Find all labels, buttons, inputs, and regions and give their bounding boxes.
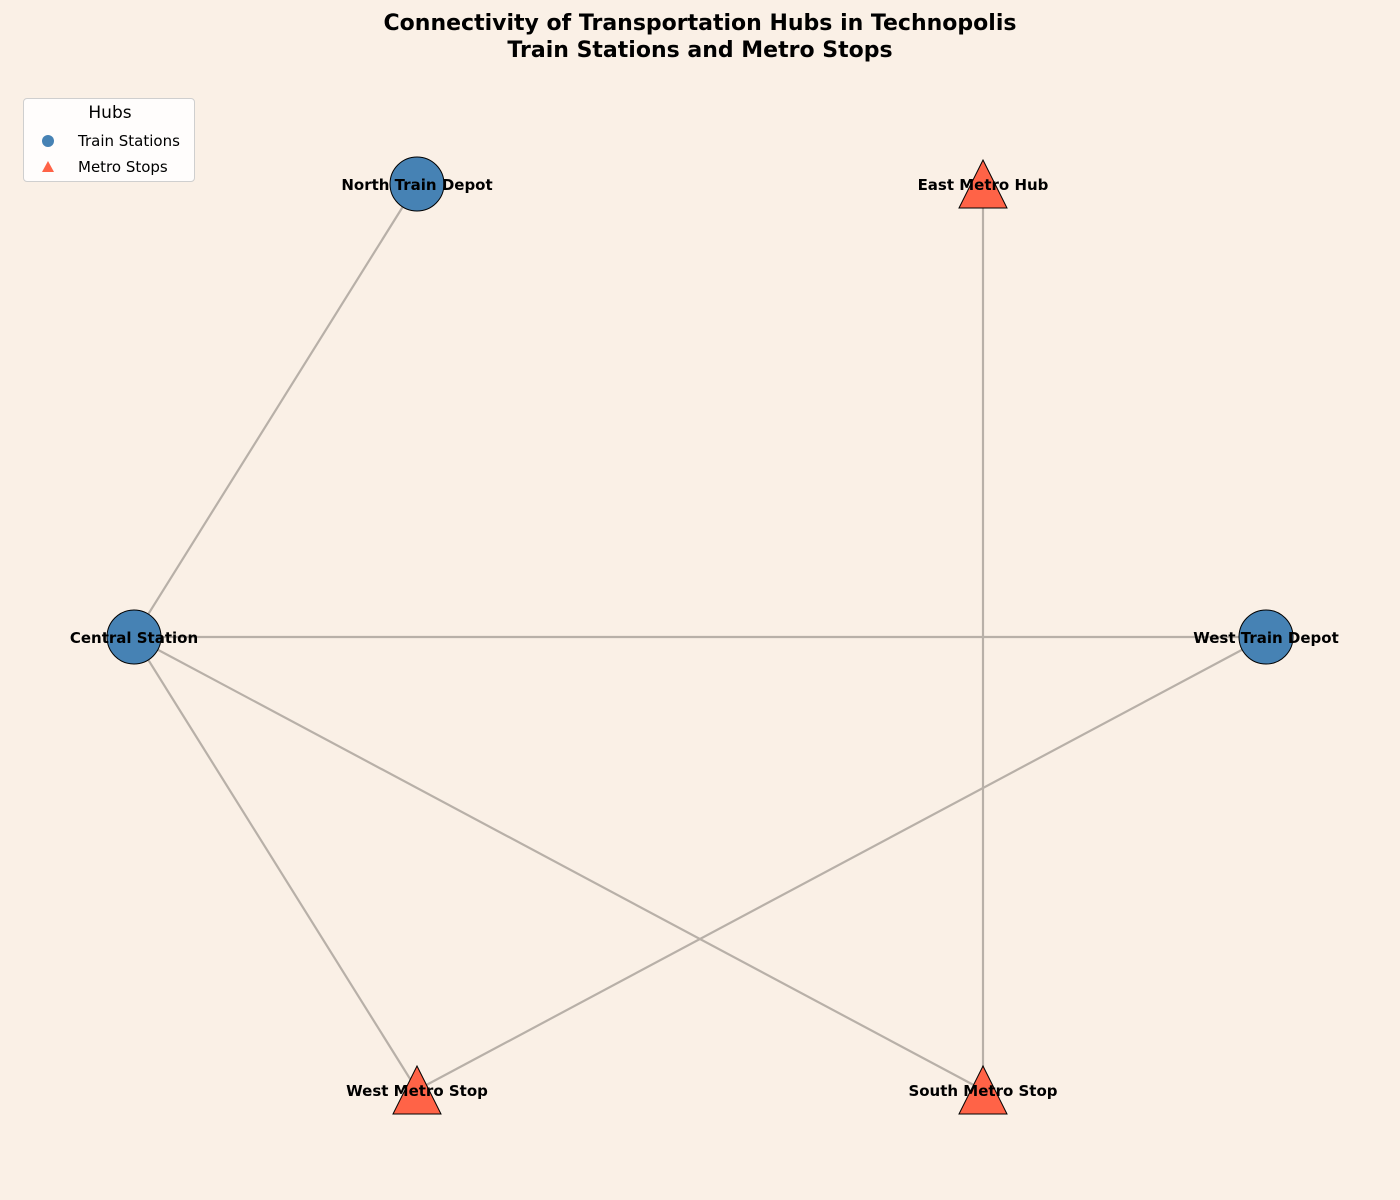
- node-north-train-depot: [389, 156, 445, 212]
- chart-title-line-1: Connectivity of Transportation Hubs in T…: [383, 11, 1017, 36]
- node-label-west-metro-stop: West Metro Stop: [346, 1082, 488, 1100]
- node-label-south-metro-stop: South Metro Stop: [908, 1082, 1057, 1100]
- node-east-metro-hub: [958, 158, 1008, 209]
- node-label-west-train-depot: West Train Depot: [1193, 629, 1339, 647]
- node-label-east-metro-hub: East Metro Hub: [918, 176, 1049, 194]
- node-south-metro-stop: [958, 1064, 1008, 1115]
- nodes-layer: [106, 156, 1294, 1115]
- node-label-north-train-depot: North Train Depot: [341, 176, 492, 194]
- edge-central-station-north-train-depot: [133, 183, 418, 638]
- node-label-central-station: Central Station: [70, 629, 198, 647]
- legend-label-train-stations: Train Stations: [78, 132, 180, 150]
- legend-label-metro-stops: Metro Stops: [78, 158, 168, 176]
- node-west-metro-stop: [392, 1064, 442, 1115]
- legend-title: Hubs: [88, 103, 132, 123]
- train-station-circle-icon: [42, 135, 54, 147]
- chart-title-line-2: Train Stations and Metro Stops: [507, 38, 893, 63]
- edge-central-station-south-metro-stop: [133, 636, 984, 1091]
- node-central-station: [106, 609, 162, 665]
- edge-west-train-depot-west-metro-stop: [416, 636, 1267, 1091]
- edges-layer: [133, 183, 1267, 1091]
- edge-central-station-west-metro-stop: [133, 636, 418, 1091]
- node-west-train-depot: [1238, 609, 1294, 665]
- metro-stop-triangle-icon: [42, 161, 54, 172]
- chart-title: Connectivity of Transportation Hubs in T…: [0, 10, 1400, 64]
- legend: Hubs Train Stations Metro Stops: [23, 98, 195, 182]
- labels-layer: North Train Depot East Metro Hub Central S…: [70, 176, 1339, 1100]
